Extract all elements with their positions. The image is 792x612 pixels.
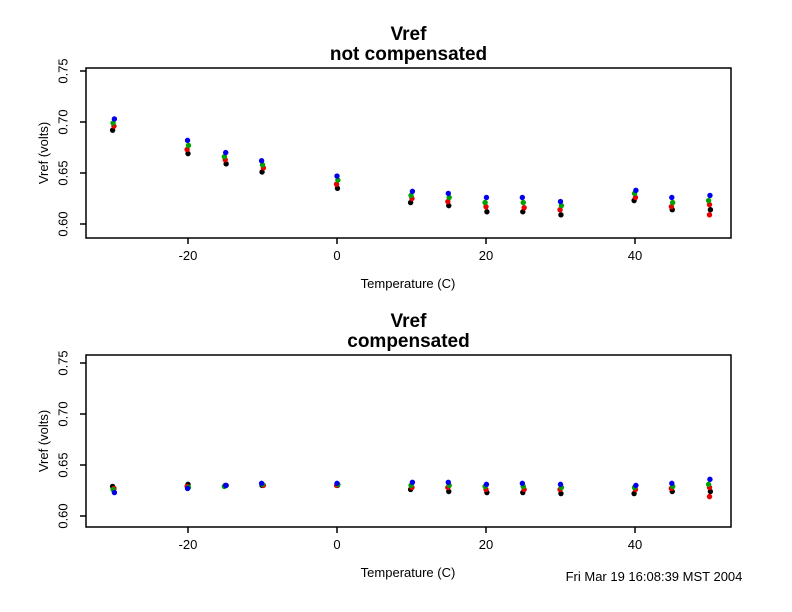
data-point-blue xyxy=(445,190,451,197)
data-point-black xyxy=(334,185,341,191)
chart1-ytick-0.70: 0.70 xyxy=(55,109,71,135)
data-point-black xyxy=(520,209,526,215)
data-point-green xyxy=(520,199,526,206)
data-point-green xyxy=(482,199,488,206)
data-point-red xyxy=(521,204,527,211)
data-point-blue xyxy=(258,480,265,487)
data-point-black xyxy=(558,490,564,497)
data-point-blue xyxy=(445,479,451,486)
data-point-red xyxy=(632,194,639,201)
timestamp: Fri Mar 19 16:08:39 MST 2004 xyxy=(565,569,743,584)
chart1-title: Vref not compensated xyxy=(86,25,731,65)
chart2-ytick-0.60: 0.60 xyxy=(55,503,71,529)
data-point-red xyxy=(706,201,713,208)
chart1-title-line1: Vref xyxy=(390,24,427,45)
data-point-green xyxy=(446,194,452,201)
data-point-blue xyxy=(707,476,713,482)
data-point-extra xyxy=(706,493,713,500)
data-point-black xyxy=(484,209,490,215)
chart1-x-axis-label: Temperature (C) xyxy=(360,276,456,291)
data-point-blue xyxy=(633,482,639,489)
data-point-red xyxy=(445,198,451,205)
data-point-red xyxy=(333,181,340,187)
data-point-red xyxy=(483,203,489,210)
data-point-green xyxy=(259,162,266,168)
data-point-black xyxy=(446,488,452,495)
data-point-green xyxy=(558,202,565,209)
data-point-blue xyxy=(669,480,675,487)
data-point-red xyxy=(184,146,190,153)
chart1-xtick-0: 0 xyxy=(333,248,341,263)
chart1-ytick-0.60: 0.60 xyxy=(55,211,71,237)
data-point-blue xyxy=(409,188,416,195)
data-point-black xyxy=(707,207,714,213)
data-point-blue xyxy=(557,198,564,205)
data-point-blue xyxy=(334,173,340,179)
data-point-green xyxy=(110,120,116,126)
plot-box xyxy=(85,67,732,239)
data-point-black xyxy=(707,488,714,495)
data-point-blue xyxy=(707,192,713,199)
data-point-red xyxy=(557,207,563,213)
data-point-green xyxy=(221,153,228,160)
data-point-green xyxy=(185,142,192,149)
data-point-blue xyxy=(557,481,564,488)
data-point-black xyxy=(185,150,191,157)
data-point-blue xyxy=(223,482,229,489)
data-point-blue xyxy=(223,149,229,156)
data-point-black xyxy=(109,127,116,133)
plot-box xyxy=(85,354,732,528)
data-point-blue xyxy=(334,480,340,487)
chart2-xtick-20: 20 xyxy=(478,537,494,552)
chart2-ytick-0.65: 0.65 xyxy=(55,452,71,478)
data-point-blue xyxy=(633,187,639,194)
chart2-ytick-0.75: 0.75 xyxy=(55,350,71,376)
chart2-title: Vref compensated xyxy=(86,312,731,352)
data-point-green xyxy=(705,481,712,488)
data-point-black xyxy=(407,199,414,206)
data-point-black xyxy=(631,490,637,497)
chart2-x-axis-label: Temperature (C) xyxy=(360,565,456,580)
data-point-blue xyxy=(409,479,416,486)
data-point-blue xyxy=(184,137,191,144)
chart1-title-line2: not compensated xyxy=(329,44,488,65)
data-point-blue xyxy=(111,116,118,122)
chart1-y-axis-label: Vref (volts) xyxy=(36,121,51,185)
chart2-xtick-40: 40 xyxy=(627,537,643,552)
chart2-title-line1: Vref xyxy=(390,311,427,332)
data-point-green xyxy=(705,197,712,204)
chart1-ytick-0.75: 0.75 xyxy=(55,58,71,84)
chart2-title-line2: compensated xyxy=(347,331,470,352)
chart2-ytick-0.70: 0.70 xyxy=(55,401,71,427)
data-point-extra xyxy=(706,212,713,218)
data-point-red xyxy=(668,203,675,210)
data-point-blue xyxy=(519,194,526,201)
data-point-blue xyxy=(111,489,118,496)
data-point-blue xyxy=(519,480,526,487)
data-point-blue xyxy=(258,158,265,164)
data-point-black xyxy=(223,161,229,167)
data-point-blue xyxy=(184,485,191,492)
data-point-green xyxy=(670,199,676,206)
data-point-blue xyxy=(669,194,675,201)
data-point-black xyxy=(446,202,452,209)
data-point-green xyxy=(335,177,341,183)
data-point-blue xyxy=(483,194,490,201)
data-point-black xyxy=(558,212,564,218)
chart1-ytick-0.65: 0.65 xyxy=(55,160,71,186)
chart1-xtick-40: 40 xyxy=(627,248,643,263)
data-point-green xyxy=(408,192,414,199)
data-point-black xyxy=(259,169,265,175)
chart1-xtick--20: -20 xyxy=(178,248,198,263)
chart2-xtick-0: 0 xyxy=(333,537,341,552)
chart2-y-axis-label: Vref (volts) xyxy=(36,409,51,473)
chart2-xtick--20: -20 xyxy=(178,537,198,552)
data-point-blue xyxy=(483,481,490,488)
chart1-xtick-20: 20 xyxy=(478,248,494,263)
